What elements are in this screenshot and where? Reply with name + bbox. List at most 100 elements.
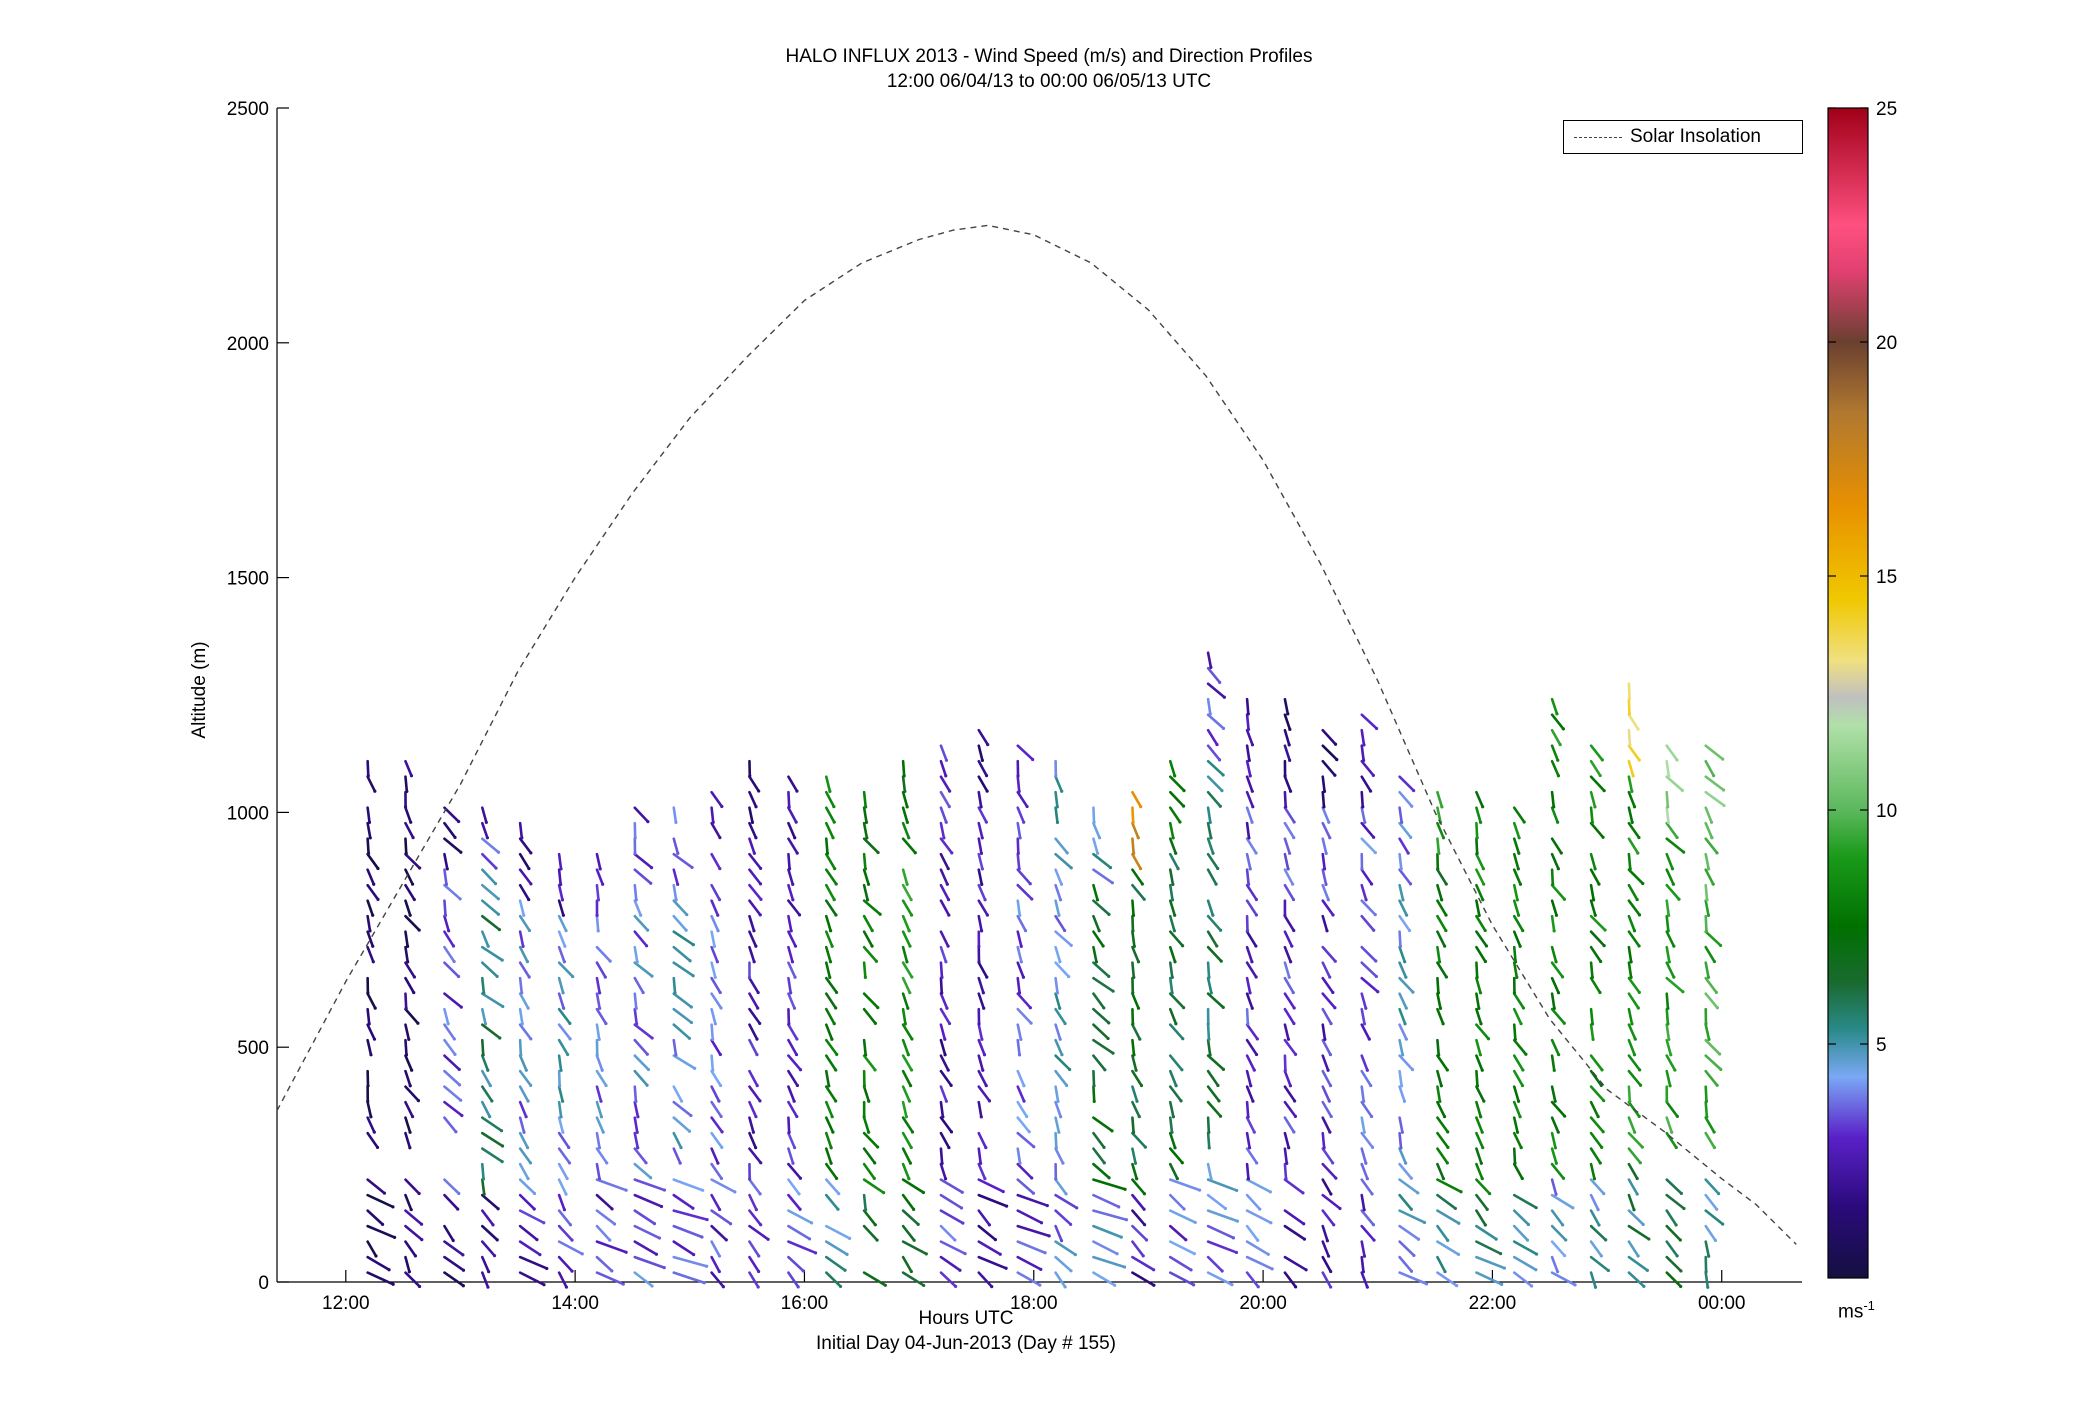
wind-barb <box>1054 1193 1079 1210</box>
wind-barb-head <box>1408 882 1413 886</box>
wind-barb-head <box>874 959 878 963</box>
wind-barb-head <box>758 882 763 886</box>
wind-barb <box>1131 1193 1146 1211</box>
wind-barb <box>672 1271 706 1285</box>
wind-barb-head <box>1553 1099 1557 1103</box>
wind-barb <box>1206 930 1219 948</box>
wind-barb <box>1016 1069 1026 1087</box>
wind-barb-head <box>1647 1237 1651 1241</box>
wind-barb-head <box>1667 1037 1671 1041</box>
wind-barb-head <box>608 1238 612 1242</box>
wind-barb <box>1550 1147 1558 1165</box>
wind-barb-head <box>1477 913 1481 917</box>
wind-barb-head <box>376 866 380 871</box>
wind-barb-head <box>1143 1145 1147 1149</box>
wind-barb-head <box>1293 1114 1298 1118</box>
wind-barb <box>1360 728 1366 747</box>
wind-barb-head <box>1677 897 1681 901</box>
wind-barb-head <box>525 1146 530 1150</box>
wind-barb <box>1360 1209 1375 1227</box>
wind-barb <box>787 1178 801 1196</box>
wind-barb <box>518 930 525 948</box>
wind-barb-head <box>1554 913 1559 917</box>
wind-barb-head <box>1329 1192 1333 1196</box>
wind-barb-head <box>1102 1161 1106 1165</box>
wind-barb <box>633 1209 656 1225</box>
wind-barb-head <box>1332 1223 1336 1227</box>
wind-barb-head <box>977 960 981 964</box>
wind-barb-head <box>1641 1222 1645 1227</box>
wind-barb-head <box>795 1037 799 1041</box>
wind-barb <box>1398 1255 1413 1273</box>
wind-barb <box>1131 1147 1137 1165</box>
wind-barb <box>672 1178 704 1192</box>
wind-barb <box>1627 806 1634 824</box>
wind-barb <box>1704 1240 1710 1258</box>
wind-barb-head <box>597 1037 601 1041</box>
wind-barb <box>557 1007 572 1025</box>
wind-barb-head <box>1407 928 1412 933</box>
wind-barb-head <box>1131 929 1135 933</box>
wind-barb-head <box>1557 1053 1561 1057</box>
wind-barb <box>1360 1178 1374 1196</box>
wind-barb <box>939 1100 945 1119</box>
wind-barb-head <box>545 1266 549 1271</box>
wind-barb <box>862 852 867 871</box>
wind-barb <box>901 1240 928 1256</box>
wind-barb-head <box>993 1238 997 1242</box>
wind-barb <box>1475 1069 1479 1088</box>
wind-barb <box>1245 744 1251 762</box>
wind-barb <box>672 868 679 886</box>
wind-barb <box>748 1178 762 1196</box>
wind-barb-head <box>834 1006 838 1010</box>
wind-barb <box>1321 961 1332 979</box>
wind-barb-head <box>1287 975 1291 979</box>
wind-barb-head <box>906 1053 910 1057</box>
wind-barb <box>595 914 600 933</box>
wind-barb <box>404 1054 413 1072</box>
wind-barb-head <box>1057 913 1061 917</box>
wind-barb <box>1054 976 1059 995</box>
wind-barb-head <box>404 1006 408 1010</box>
wind-barb <box>1665 1178 1683 1195</box>
wind-barb-head <box>944 960 948 964</box>
wind-barb-head <box>1362 1099 1366 1103</box>
wind-barb <box>977 992 986 1010</box>
wind-barb-head <box>1057 1130 1061 1134</box>
wind-barb-head <box>1628 867 1632 871</box>
wind-barb <box>404 1131 412 1150</box>
wind-barb-head <box>1627 712 1632 716</box>
wind-barb-head <box>1302 1237 1307 1241</box>
wind-barb <box>1131 1023 1142 1041</box>
wind-barb-head <box>461 1268 466 1272</box>
wind-barb-head <box>1139 805 1143 809</box>
wind-barb <box>1550 1271 1577 1287</box>
wind-barb-head <box>413 1254 418 1258</box>
wind-barb <box>672 806 678 824</box>
wind-barb-head <box>1039 1221 1044 1225</box>
wind-barb-head <box>492 1254 497 1258</box>
wind-barb-head <box>1556 1130 1560 1134</box>
wind-barb-head <box>984 774 989 778</box>
wind-barb-head <box>1410 804 1414 808</box>
wind-barb-head <box>1054 1177 1058 1181</box>
wind-barb-head <box>910 1037 914 1041</box>
wind-profile-0 <box>366 759 397 1286</box>
wind-barb <box>862 945 878 963</box>
wind-barb-head <box>1019 960 1023 964</box>
wind-barb-head <box>942 836 946 840</box>
wind-barb <box>1589 1131 1603 1149</box>
wind-barb <box>1054 1038 1064 1056</box>
wind-barb-head <box>1562 897 1567 901</box>
wind-barb-head <box>596 929 600 933</box>
wind-barb-head <box>1285 1161 1289 1165</box>
wind-barb-head <box>1176 867 1180 871</box>
wind-barb-head <box>832 1021 836 1026</box>
wind-barb-head <box>693 1066 697 1070</box>
wind-barb-head <box>1363 820 1367 824</box>
wind-barb-head <box>1553 1146 1558 1150</box>
wind-barb <box>710 914 720 933</box>
wind-barb-head <box>1637 913 1642 917</box>
wind-barb <box>595 883 600 902</box>
wind-barb <box>672 1224 704 1239</box>
